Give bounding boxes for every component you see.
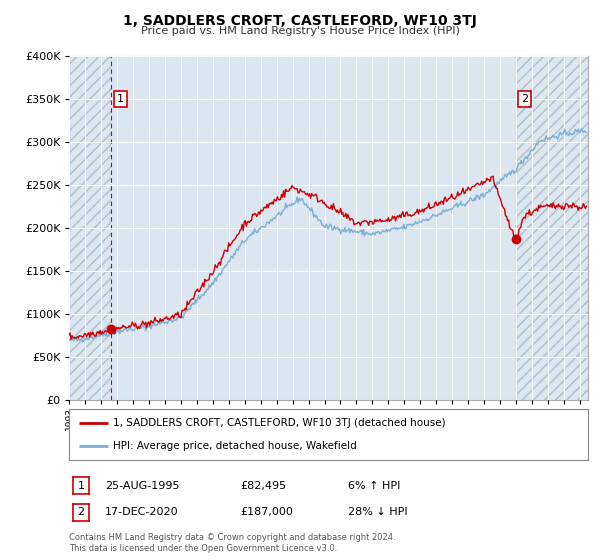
Text: Contains HM Land Registry data © Crown copyright and database right 2024.: Contains HM Land Registry data © Crown c… xyxy=(69,533,395,542)
Text: 1, SADDLERS CROFT, CASTLEFORD, WF10 3TJ (detached house): 1, SADDLERS CROFT, CASTLEFORD, WF10 3TJ … xyxy=(113,418,446,428)
Text: £187,000: £187,000 xyxy=(240,507,293,517)
Text: 28% ↓ HPI: 28% ↓ HPI xyxy=(348,507,407,517)
Text: 2: 2 xyxy=(521,94,528,104)
Text: 1: 1 xyxy=(117,94,124,104)
Text: 2: 2 xyxy=(77,507,85,517)
Text: 17-DEC-2020: 17-DEC-2020 xyxy=(105,507,179,517)
Text: HPI: Average price, detached house, Wakefield: HPI: Average price, detached house, Wake… xyxy=(113,441,357,451)
Text: 6% ↑ HPI: 6% ↑ HPI xyxy=(348,480,400,491)
Text: Price paid vs. HM Land Registry's House Price Index (HPI): Price paid vs. HM Land Registry's House … xyxy=(140,26,460,36)
Text: 1: 1 xyxy=(77,480,85,491)
Text: This data is licensed under the Open Government Licence v3.0.: This data is licensed under the Open Gov… xyxy=(69,544,337,553)
Text: 1, SADDLERS CROFT, CASTLEFORD, WF10 3TJ: 1, SADDLERS CROFT, CASTLEFORD, WF10 3TJ xyxy=(123,14,477,28)
Text: £82,495: £82,495 xyxy=(240,480,286,491)
Text: 25-AUG-1995: 25-AUG-1995 xyxy=(105,480,179,491)
